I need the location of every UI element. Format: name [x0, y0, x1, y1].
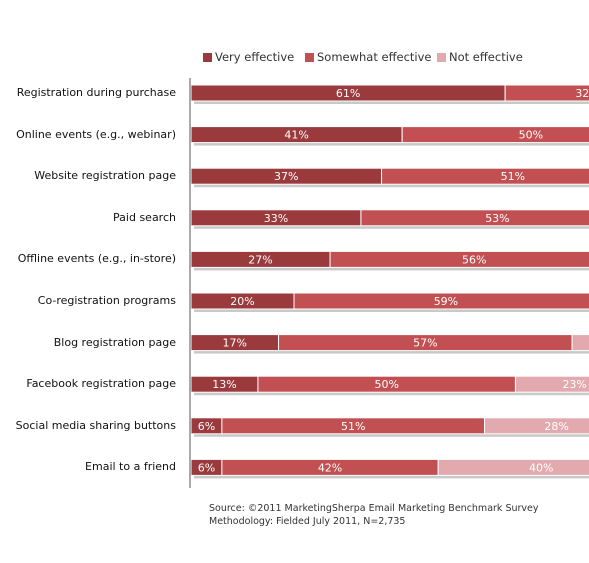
- data-label: 23%: [562, 378, 586, 391]
- category-label: Email to a friend: [85, 460, 176, 474]
- legend-swatch-very-effective: [203, 52, 212, 62]
- data-label: 6%: [198, 420, 215, 433]
- data-label: 27%: [248, 253, 272, 266]
- data-label: 53%: [485, 212, 509, 225]
- data-label: 56%: [462, 253, 486, 266]
- bar-segment: [293, 292, 589, 310]
- data-label: 41%: [284, 129, 308, 142]
- data-label: 50%: [374, 378, 398, 391]
- bar-segment: [571, 334, 589, 352]
- data-label: 51%: [501, 170, 525, 183]
- bar-segment: [484, 417, 589, 435]
- category-label: Website registration page: [34, 169, 176, 183]
- data-label: 28%: [544, 420, 568, 433]
- methodology-text: Methodology: Fielded July 2011, N=2,735: [209, 516, 406, 527]
- category-label: Facebook registration page: [26, 377, 176, 391]
- legend-item-very-effective: Very effective: [203, 50, 294, 64]
- bar-segment: [514, 375, 589, 393]
- data-label: 42%: [318, 461, 342, 474]
- data-label: 51%: [341, 420, 365, 433]
- category-label: Online events (e.g., webinar): [16, 127, 176, 141]
- data-label: 32%: [575, 87, 589, 100]
- category-label: Offline events (e.g., in-store): [17, 252, 176, 266]
- data-label: 6%: [198, 461, 215, 474]
- data-label: 57%: [413, 337, 437, 350]
- legend-item-not-effective: Not effective: [437, 50, 523, 64]
- category-label: Paid search: [113, 210, 176, 224]
- data-label: 61%: [336, 87, 360, 100]
- legend-label-very-effective: Very effective: [215, 50, 295, 64]
- data-label: 33%: [264, 212, 288, 225]
- legend-label-somewhat-effective: Somewhat effective: [317, 50, 432, 64]
- category-label: Blog registration page: [53, 335, 176, 349]
- source-text: Source: ©2011 MarketingSherpa Email Mark…: [209, 503, 539, 514]
- data-label: 20%: [230, 295, 254, 308]
- bar-segment: [360, 209, 589, 227]
- bar-segment: [504, 84, 589, 102]
- source-note: Source: ©2011 MarketingSherpa Email Mark…: [209, 502, 539, 528]
- legend-item-somewhat-effective: Somewhat effective: [305, 50, 432, 64]
- legend-label-not-effective: Not effective: [449, 50, 523, 64]
- bar-segment: [329, 250, 589, 268]
- category-label: Social media sharing buttons: [15, 418, 176, 432]
- bar-segment: [401, 126, 589, 144]
- data-label: 50%: [519, 129, 543, 142]
- data-label: 13%: [212, 378, 236, 391]
- bar-segment: [437, 458, 589, 476]
- bar-segment: [381, 167, 589, 185]
- data-label: 40%: [529, 461, 553, 474]
- category-label: Co-registration programs: [37, 294, 176, 307]
- data-label: 17%: [223, 337, 247, 350]
- category-label: Registration during purchase: [16, 86, 176, 99]
- legend-swatch-somewhat-effective: [305, 52, 314, 62]
- data-label: 59%: [434, 295, 458, 308]
- data-label: 37%: [274, 170, 298, 183]
- legend-swatch-not-effective: [437, 52, 446, 62]
